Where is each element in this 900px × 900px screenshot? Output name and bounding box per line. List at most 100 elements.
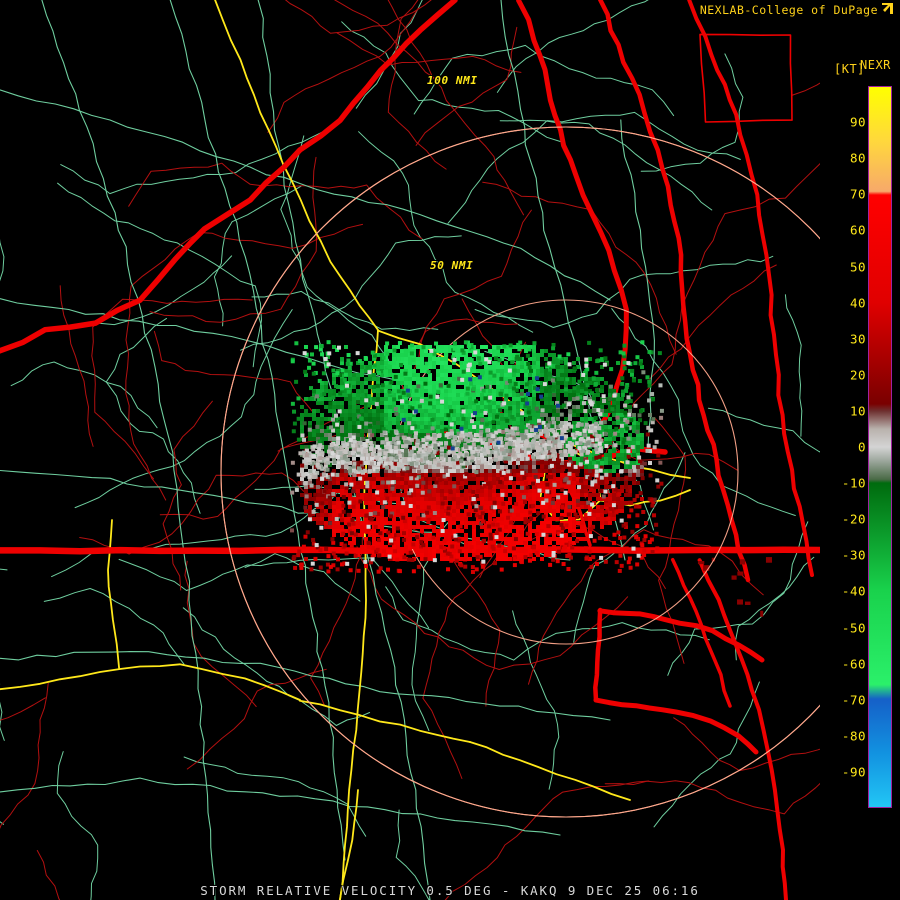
secondary-road: [499, 119, 713, 211]
interstate-highway-8: [469, 741, 631, 801]
secondary-road: [358, 131, 534, 333]
county-line: [604, 780, 820, 815]
secondary-road: [667, 521, 809, 676]
secondary-road: [474, 255, 774, 328]
county-line: [333, 0, 438, 81]
secondary-road: [447, 111, 741, 224]
county-line: [356, 546, 629, 670]
secondary-road: [240, 235, 462, 351]
secondary-road: [10, 361, 158, 429]
albemarle-sound-south: [593, 697, 759, 755]
interstate-highway-6: [338, 789, 359, 900]
secondary-road: [251, 290, 439, 331]
secondary-road: [0, 238, 5, 282]
status-bar: STORM RELATIVE VELOCITY 0.5 DEG - KAKQ 9…: [200, 883, 700, 898]
interstate-highway-9: [107, 519, 120, 669]
county-line: [149, 156, 317, 323]
secondary-road: [573, 452, 686, 643]
interstate-highway-4: [0, 663, 301, 701]
secondary-road: [496, 0, 649, 93]
secondary-road: [411, 489, 467, 732]
colorbar-tick-minus80: -80: [841, 728, 866, 744]
secondary-road: [244, 553, 361, 602]
secondary-road: [395, 809, 431, 900]
secondary-road: [640, 53, 744, 172]
county-line: [59, 285, 94, 447]
colorbar-gradient: [868, 86, 892, 808]
colorbar-tick-minus60: -60: [841, 656, 866, 672]
basemap-layer: [0, 0, 820, 900]
colorbar-tick-70: 70: [849, 186, 866, 202]
delmarva-state-line: [699, 33, 793, 123]
colorbar-tick-80: 80: [849, 150, 866, 166]
county-line: [482, 181, 677, 355]
provider-title: NEXLAB-College of DuPage: [699, 3, 878, 17]
colorbar-tick-minus30: -30: [841, 547, 866, 563]
colorbar-tick-minus20: -20: [841, 511, 866, 527]
dupage-arrow-logo-icon: [881, 2, 894, 18]
secondary-road: [43, 588, 185, 665]
secondary-road: [413, 44, 675, 117]
albemarle-sound-north: [597, 608, 765, 663]
colorbar-tick-minus10: -10: [841, 475, 866, 491]
colorbar-tick-10: 10: [849, 403, 866, 419]
secondary-road: [707, 407, 820, 453]
secondary-road: [105, 317, 201, 514]
range-ring-label-50nmi: 50 NMI: [430, 259, 474, 272]
secondary-road-arterial-4: [0, 651, 611, 721]
colorbar-units: [KT]: [834, 62, 865, 76]
county-line: [336, 32, 522, 73]
county-line: [186, 668, 327, 770]
county-line: [284, 0, 432, 34]
colorbar-panel: NEXR [KT] 90 80 70 60 50 40 30 20 10 0 -10 -20 -30 -4…: [820, 0, 900, 900]
county-line: [0, 682, 49, 829]
map-panel[interactable]: [0, 0, 820, 900]
secondary-road: [56, 751, 99, 900]
secondary-road-arterial-9: [169, 0, 346, 861]
colorbar-tick-30: 30: [849, 331, 866, 347]
county-line: [91, 298, 253, 480]
county-line: [36, 850, 61, 900]
eastern-shore-ocean-side: [687, 0, 814, 577]
county-line: [415, 26, 518, 146]
colorbar-tick-minus40: -40: [841, 583, 866, 599]
sound-west-end: [593, 607, 603, 703]
secondary-road-arterial-2: [41, 0, 216, 900]
colorbar-tick-90: 90: [849, 114, 866, 130]
range-ring-label-100nmi: 100 NMI: [427, 74, 478, 87]
radar-echo-layer: [290, 340, 664, 574]
colorbar-tick-20: 20: [849, 367, 866, 383]
interstate-highway-0: [214, 0, 379, 331]
eastern-shore-bay-side: [598, 0, 751, 583]
colorbar-tick-minus50: -50: [841, 620, 866, 635]
secondary-road: [653, 681, 760, 828]
county-line: [673, 717, 820, 772]
currituck-banks: [670, 557, 732, 708]
county-line: [387, 0, 447, 170]
county-line: [0, 697, 46, 721]
secondary-road-arterial-1: [0, 298, 471, 401]
colorbar-tick-minus70: -70: [841, 692, 866, 708]
colorbar-ticks: 90 80 70 60 50 40 30 20 10 0 -10 -20 -30 -40 -50 -60 -70…: [820, 0, 900, 900]
county-line: [128, 162, 423, 240]
secondary-road: [213, 185, 302, 327]
colorbar-title: NEXR: [860, 58, 891, 72]
colorbar-tick-minus90: -90: [841, 764, 866, 780]
county-line: [387, 0, 524, 216]
county-line: [159, 434, 338, 520]
county-line: [125, 223, 363, 501]
secondary-road-arterial-0: [0, 89, 611, 301]
outer-banks-barrier: [697, 558, 788, 900]
county-line: [649, 264, 777, 380]
secondary-road: [341, 21, 561, 142]
interstate-highway-5: [298, 699, 471, 743]
river-potomac: [0, 0, 458, 354]
county-line: [444, 780, 650, 900]
secondary-road: [385, 586, 710, 661]
provider-header: NEXLAB-College of DuPage: [700, 1, 894, 17]
secondary-road: [784, 294, 803, 437]
colorbar-tick-40: 40: [849, 295, 866, 311]
secondary-road-arterial-8: [620, 119, 655, 451]
secondary-road-arterial-7: [0, 777, 561, 836]
